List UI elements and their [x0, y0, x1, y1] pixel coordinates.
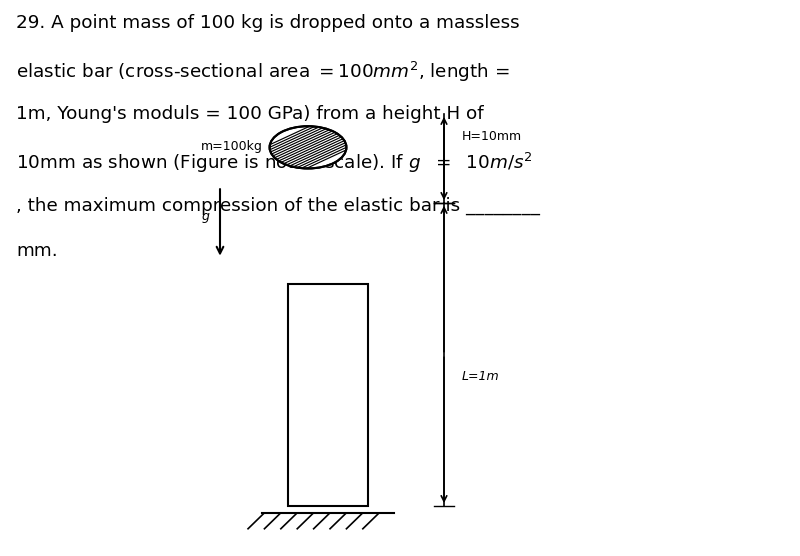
Text: m=100kg: m=100kg — [202, 140, 263, 153]
Text: L=1m: L=1m — [462, 370, 499, 383]
Text: H=10mm: H=10mm — [462, 130, 522, 143]
Text: , the maximum compression of the elastic bar is ________: , the maximum compression of the elastic… — [16, 196, 540, 215]
Ellipse shape — [270, 126, 346, 168]
Ellipse shape — [270, 126, 346, 168]
Text: mm.: mm. — [16, 242, 58, 260]
Text: elastic bar (cross-sectional area $=100mm^2$, length =: elastic bar (cross-sectional area $=100m… — [16, 59, 510, 83]
Bar — [288, 284, 368, 506]
Text: g: g — [202, 210, 210, 224]
Text: 10mm as shown (Figure is not to scale). If $g$  $=$  $10m/s^2$: 10mm as shown (Figure is not to scale). … — [16, 151, 533, 175]
Text: 1m, Young's moduls = 100 GPa) from a height H of: 1m, Young's moduls = 100 GPa) from a hei… — [16, 105, 484, 123]
Text: 29. A point mass of 100 kg is dropped onto a massless: 29. A point mass of 100 kg is dropped on… — [16, 14, 520, 32]
